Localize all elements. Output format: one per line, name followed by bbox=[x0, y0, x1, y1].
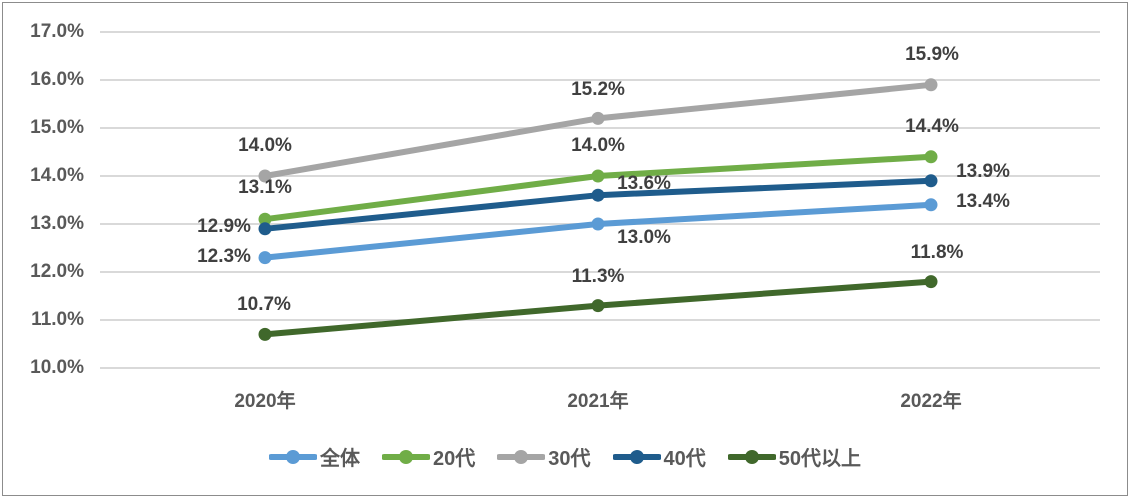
data-label: 11.3% bbox=[571, 265, 625, 287]
legend-item: 50代以上 bbox=[727, 442, 861, 471]
data-point bbox=[258, 212, 272, 226]
data-point bbox=[591, 299, 605, 313]
data-point bbox=[924, 150, 938, 164]
legend: 全体 20代 30代 40代 50代以上 bbox=[0, 442, 1130, 471]
legend-marker-icon bbox=[727, 449, 776, 464]
x-tick-label: 2020年 bbox=[234, 391, 296, 412]
data-label: 14.0% bbox=[238, 135, 292, 156]
x-tick-label: 2022年 bbox=[900, 391, 962, 412]
data-point bbox=[924, 78, 938, 92]
y-tick-label: 11.0% bbox=[31, 309, 84, 330]
data-label: 13.0% bbox=[617, 227, 671, 248]
data-label: 10.7% bbox=[237, 294, 291, 316]
data-label: 15.2% bbox=[571, 79, 625, 101]
legend-item: 40代 bbox=[612, 442, 706, 471]
data-point bbox=[591, 111, 605, 125]
data-label: 13.6% bbox=[617, 173, 671, 195]
data-point bbox=[258, 327, 272, 341]
legend-marker-icon bbox=[269, 449, 317, 464]
data-point bbox=[924, 198, 938, 212]
y-tick-label: 13.0% bbox=[30, 213, 84, 234]
legend-label: 40代 bbox=[663, 448, 706, 470]
legend-marker-icon bbox=[497, 449, 546, 464]
series-line-0 bbox=[262, 201, 934, 261]
legend-label: 20代 bbox=[433, 448, 476, 470]
data-point bbox=[258, 222, 272, 236]
legend-label: 全体 bbox=[320, 448, 360, 470]
legend-item: 30代 bbox=[497, 442, 591, 471]
legend-item: 全体 bbox=[269, 442, 360, 471]
data-label: 12.3% bbox=[197, 245, 251, 267]
data-label: 13.9% bbox=[956, 160, 1010, 182]
data-point bbox=[258, 251, 272, 265]
data-label: 14.4% bbox=[905, 115, 959, 137]
data-label: 14.0% bbox=[571, 135, 625, 156]
data-point bbox=[924, 275, 938, 289]
data-label: 11.8% bbox=[910, 241, 964, 263]
x-tick-label: 2021年 bbox=[567, 391, 629, 412]
y-tick-label: 10.0% bbox=[30, 357, 84, 378]
legend-item: 20代 bbox=[382, 442, 475, 471]
data-label: 12.9% bbox=[197, 215, 251, 237]
data-point bbox=[591, 188, 605, 202]
y-tick-label: 17.0% bbox=[30, 21, 84, 42]
data-label: 13.1% bbox=[238, 177, 292, 199]
y-tick-label: 14.0% bbox=[30, 165, 84, 186]
y-tick-label: 15.0% bbox=[30, 117, 84, 138]
legend-marker-icon bbox=[612, 449, 661, 464]
legend-label: 50代以上 bbox=[778, 448, 861, 470]
y-tick-label: 12.0% bbox=[30, 261, 84, 282]
legend-marker-icon bbox=[382, 449, 430, 464]
data-point bbox=[591, 169, 605, 183]
y-tick-label: 16.0% bbox=[30, 69, 84, 90]
data-point bbox=[258, 169, 272, 183]
legend-label: 30代 bbox=[548, 448, 591, 470]
data-point bbox=[924, 174, 938, 188]
data-label: 15.9% bbox=[905, 43, 959, 65]
data-label: 13.4% bbox=[956, 190, 1010, 212]
data-point bbox=[591, 217, 605, 231]
